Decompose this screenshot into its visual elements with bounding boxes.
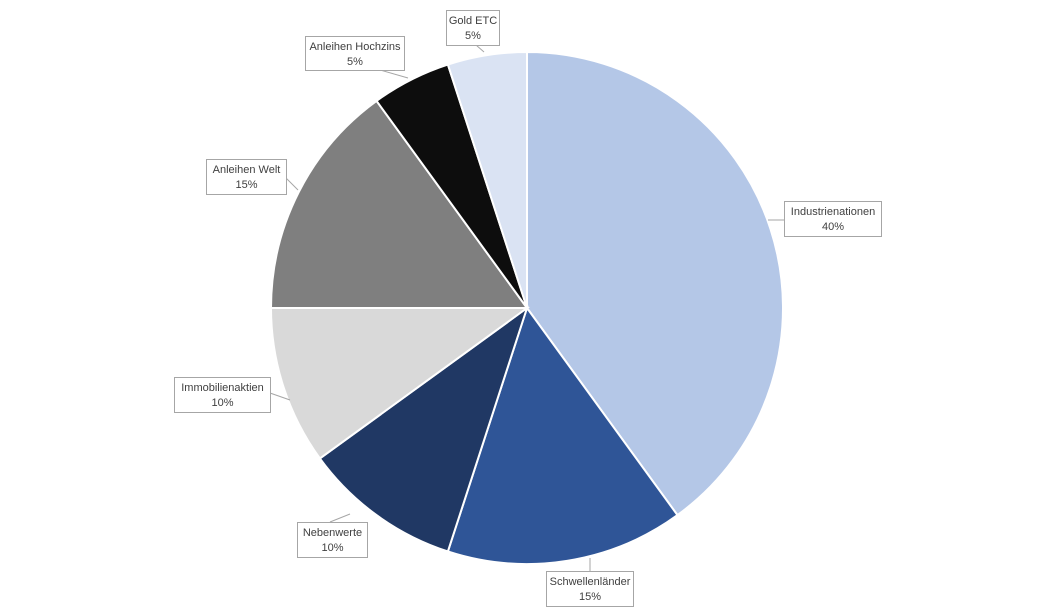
- slice-category-label: Anleihen Hochzins: [309, 41, 401, 53]
- data-label-anleihen-hochzins: Anleihen Hochzins 5%: [305, 36, 409, 79]
- leader-line: [269, 392, 291, 401]
- label-box: [174, 377, 271, 413]
- pie-slice-immobilienaktien: [269, 307, 531, 460]
- leader-line: [379, 69, 409, 79]
- data-label-industrienationen: Industrienationen 40%: [768, 201, 882, 237]
- slice-percent-label: 15%: [579, 591, 601, 603]
- label-box: [297, 522, 368, 558]
- slice-category-label: Gold ETC: [449, 15, 497, 27]
- pie-slice-anleihen-welt: [269, 99, 529, 309]
- slice-category-label: Industrienationen: [791, 206, 875, 218]
- label-box: [206, 159, 287, 195]
- slice-category-label: Schwellenländer: [550, 576, 631, 588]
- data-label-anleihen-welt: Anleihen Welt 15%: [206, 159, 299, 195]
- data-labels: Industrienationen 40% Schwellenländer 15% Ne…: [174, 10, 882, 607]
- slice-percent-label: 5%: [465, 30, 481, 42]
- pie-slices: [269, 50, 784, 565]
- leader-line: [475, 44, 485, 53]
- data-label-schwellenländer: Schwellenländer 15%: [546, 558, 634, 607]
- label-box: [446, 10, 500, 46]
- data-label-nebenwerte: Nebenwerte 10%: [297, 513, 368, 558]
- slice-category-label: Anleihen Welt: [213, 164, 281, 176]
- pie-slice-nebenwerte: [318, 305, 529, 553]
- label-box: [784, 201, 882, 237]
- slice-percent-label: 15%: [235, 179, 257, 191]
- data-label-immobilienaktien: Immobilienaktien 10%: [174, 377, 291, 413]
- slice-percent-label: 40%: [822, 221, 844, 233]
- label-box: [546, 571, 634, 607]
- data-label-gold-etc: Gold ETC 5%: [446, 10, 500, 53]
- slice-percent-label: 10%: [321, 542, 343, 554]
- pie-slice-schwellenländer: [446, 305, 679, 565]
- leader-line: [285, 177, 299, 191]
- leader-line: [329, 513, 351, 523]
- slice-category-label: Immobilienaktien: [181, 382, 264, 394]
- slice-category-label: Nebenwerte: [303, 527, 362, 539]
- slice-percent-label: 10%: [211, 397, 233, 409]
- slice-percent-label: 5%: [347, 56, 363, 68]
- label-box: [305, 36, 405, 71]
- pie-slice-industrienationen: [526, 50, 784, 517]
- pie-slice-gold-etc: [446, 50, 528, 309]
